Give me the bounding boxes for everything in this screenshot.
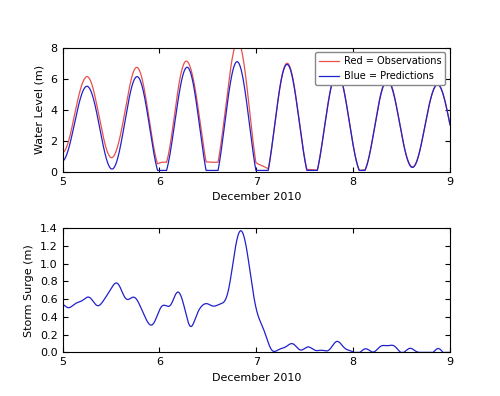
Y-axis label: Storm Surge (m): Storm Surge (m) [24, 244, 34, 337]
Blue = Predictions [447, 122, 453, 127]
X-axis label: December 2010: December 2010 [212, 373, 301, 383]
Red = Observations [416, 152, 422, 156]
Blue = Predictions [436, 82, 442, 87]
Line: Red = Observations: Red = Observations [62, 48, 450, 170]
Y-axis label: Water Level (m): Water Level (m) [35, 65, 45, 154]
Red = Observations [356, 168, 362, 173]
Blue = Predictions [60, 159, 66, 164]
Blue = Predictions [416, 152, 422, 156]
Red = Observations [341, 88, 347, 93]
Red = Observations [226, 83, 232, 88]
Blue = Predictions [341, 89, 347, 94]
Red = Observations [222, 108, 228, 112]
Red = Observations [232, 45, 237, 50]
Red = Observations [436, 82, 442, 87]
Legend: Red = Observations, Blue = Predictions: Red = Observations, Blue = Predictions [316, 52, 445, 85]
Blue = Predictions [222, 116, 228, 121]
Red = Observations [447, 122, 453, 127]
Blue = Predictions [154, 168, 160, 173]
Red = Observations [60, 150, 66, 155]
X-axis label: December 2010: December 2010 [212, 192, 301, 202]
Blue = Predictions [244, 101, 250, 106]
Line: Blue = Predictions: Blue = Predictions [62, 62, 450, 170]
Red = Observations [244, 82, 250, 87]
Blue = Predictions [234, 59, 240, 64]
Blue = Predictions [226, 93, 232, 97]
